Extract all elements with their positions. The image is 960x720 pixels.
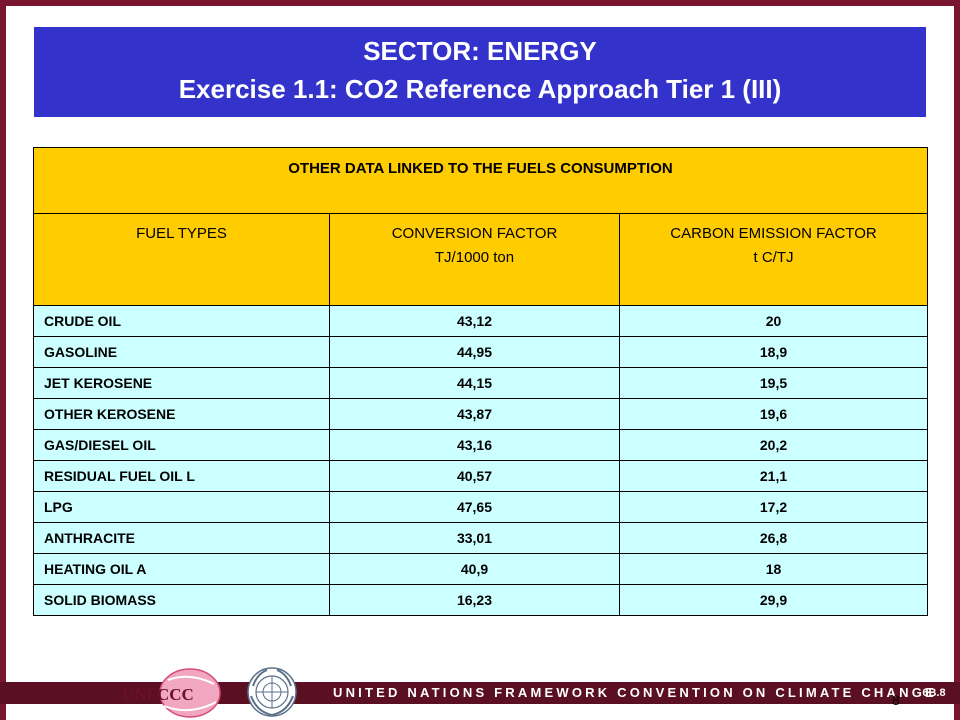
conversion-factor-cell: 40,57	[329, 460, 620, 492]
table-row: SOLID BIOMASS 16,23 29,9	[33, 584, 928, 616]
column-header-conversion-label: CONVERSION FACTOR	[391, 225, 558, 242]
fuel-name-cell: LPG	[33, 491, 330, 523]
conversion-factor-cell: 43,12	[329, 305, 620, 337]
column-header-carbon-unit: t C/TJ	[753, 249, 794, 266]
carbon-factor-cell: 19,6	[619, 398, 928, 430]
slide-footer: UNITED NATIONS FRAMEWORK CONVENTION ON C…	[0, 664, 960, 720]
conversion-factor-cell: 16,23	[329, 584, 620, 616]
column-header-fuel-types: FUEL TYPES	[33, 213, 330, 306]
title-band: SECTOR: ENERGY Exercise 1.1: CO2 Referen…	[34, 27, 926, 117]
carbon-factor-cell: 17,2	[619, 491, 928, 523]
page-number: 8	[892, 692, 900, 708]
slide-subtitle: Exercise 1.1: CO2 Reference Approach Tie…	[178, 74, 782, 104]
table-row: LPG 47,65 17,2	[33, 491, 928, 523]
conversion-factor-cell: 43,87	[329, 398, 620, 430]
table-row: RESIDUAL FUEL OIL L 40,57 21,1	[33, 460, 928, 492]
column-header-conversion-unit: TJ/1000 ton	[434, 249, 515, 266]
table-row: GAS/DIESEL OIL 43,16 20,2	[33, 429, 928, 461]
table-row: GASOLINE 44,95 18,9	[33, 336, 928, 368]
carbon-factor-cell: 20,2	[619, 429, 928, 461]
table-row: CRUDE OIL 43,12 20	[33, 305, 928, 337]
table-row: ANTHRACITE 33,01 26,8	[33, 522, 928, 554]
column-header-carbon-emission-factor: CARBON EMISSION FACTOR t C/TJ	[619, 213, 928, 306]
table-heading: OTHER DATA LINKED TO THE FUELS CONSUMPTI…	[33, 147, 928, 214]
conversion-factor-cell: 43,16	[329, 429, 620, 461]
fuel-data-table: OTHER DATA LINKED TO THE FUELS CONSUMPTI…	[33, 147, 928, 616]
unfccc-logo-text: UNFCCC	[122, 685, 194, 704]
carbon-factor-cell: 20	[619, 305, 928, 337]
table-row: HEATING OIL A 40,9 18	[33, 553, 928, 585]
slide-title: SECTOR: ENERGY	[363, 36, 597, 66]
conversion-factor-cell: 40,9	[329, 553, 620, 585]
slide-code: 6B.8	[922, 687, 946, 699]
fuel-name-cell: JET KEROSENE	[33, 367, 330, 399]
fuel-name-cell: HEATING OIL A	[33, 553, 330, 585]
footer-organization-name: UNITED NATIONS FRAMEWORK CONVENTION ON C…	[333, 685, 937, 700]
carbon-factor-cell: 18,9	[619, 336, 928, 368]
conversion-factor-cell: 33,01	[329, 522, 620, 554]
conversion-factor-cell: 44,15	[329, 367, 620, 399]
table-row: JET KEROSENE 44,15 19,5	[33, 367, 928, 399]
column-header-fuel-types-label: FUEL TYPES	[136, 225, 227, 242]
carbon-factor-cell: 29,9	[619, 584, 928, 616]
carbon-factor-cell: 21,1	[619, 460, 928, 492]
carbon-factor-cell: 26,8	[619, 522, 928, 554]
conversion-factor-cell: 44,95	[329, 336, 620, 368]
footer-stripe	[0, 682, 960, 704]
column-header-carbon-label: CARBON EMISSION FACTOR	[670, 225, 877, 242]
un-emblem-icon	[247, 667, 297, 717]
fuel-name-cell: CRUDE OIL	[33, 305, 330, 337]
unfccc-logo-icon: UNFCCC	[122, 668, 221, 718]
fuel-name-cell: GAS/DIESEL OIL	[33, 429, 330, 461]
fuel-name-cell: OTHER KEROSENE	[33, 398, 330, 430]
column-header-conversion-factor: CONVERSION FACTOR TJ/1000 ton	[329, 213, 620, 306]
fuel-name-cell: SOLID BIOMASS	[33, 584, 330, 616]
fuel-name-cell: GASOLINE	[33, 336, 330, 368]
table-row: OTHER KEROSENE 43,87 19,6	[33, 398, 928, 430]
carbon-factor-cell: 19,5	[619, 367, 928, 399]
fuel-name-cell: ANTHRACITE	[33, 522, 330, 554]
carbon-factor-cell: 18	[619, 553, 928, 585]
conversion-factor-cell: 47,65	[329, 491, 620, 523]
fuel-name-cell: RESIDUAL FUEL OIL L	[33, 460, 330, 492]
